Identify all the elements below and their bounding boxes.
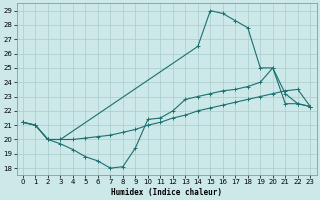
X-axis label: Humidex (Indice chaleur): Humidex (Indice chaleur) (111, 188, 222, 197)
